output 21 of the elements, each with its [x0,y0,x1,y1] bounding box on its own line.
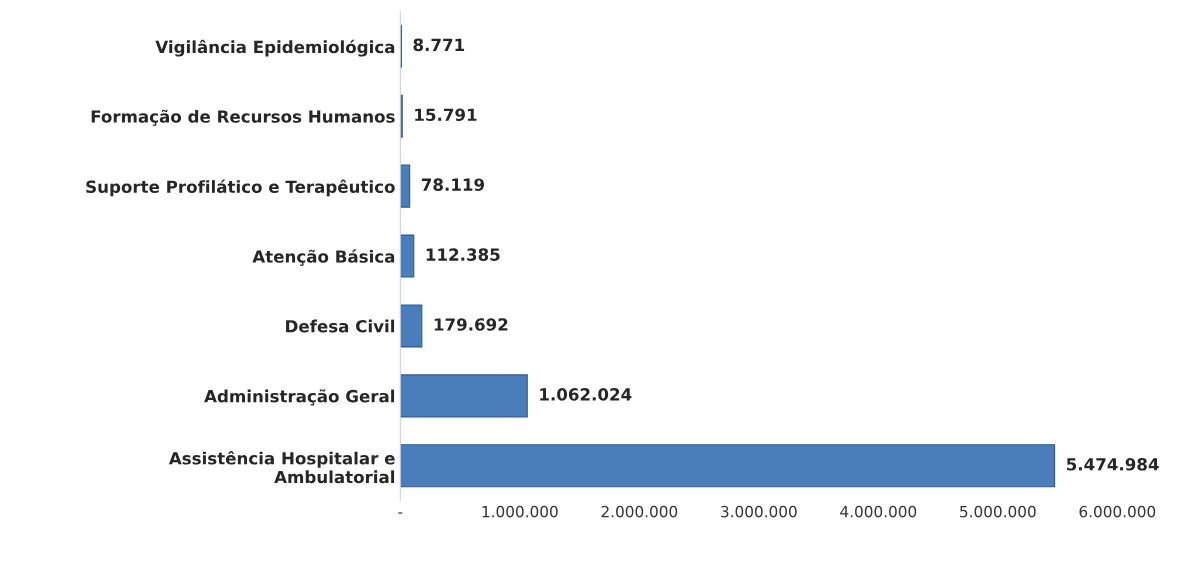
data-label: 179.692 [434,318,508,331]
y-tick-label: Administração Geral [204,389,395,406]
data-label: 78.119 [421,178,485,191]
data-label: 112.385 [426,248,500,261]
y-tick-label: Assistência Hospitalar e Ambulatorial [168,451,395,484]
data-label: 8.771 [413,38,465,52]
x-tick-label: 2.000.000 [601,505,678,518]
x-tick-label: 1.000.000 [482,505,558,518]
y-tick-label: Defesa Civil [286,319,395,333]
y-tick-label: Formação de Recursos Humanos [91,109,395,126]
y-tick-label: Atenção Básica [252,249,395,266]
y-tick-label: Vigilância Epidemiológica [155,39,395,57]
x-tick-label: 5.000.000 [960,505,1036,518]
data-label: 1.062.024 [540,388,632,401]
data-label: 5.474.984 [1066,458,1159,471]
x-tick-label: 6.000.000 [1079,505,1156,518]
x-tick-label: 3.000.000 [721,505,797,518]
x-tick-label: 4.000.000 [840,505,917,518]
x-tick-label: - [398,512,403,514]
data-label: 15.791 [415,108,477,122]
y-tick-label: Suporte Profilático e Terapêutico [86,179,395,197]
